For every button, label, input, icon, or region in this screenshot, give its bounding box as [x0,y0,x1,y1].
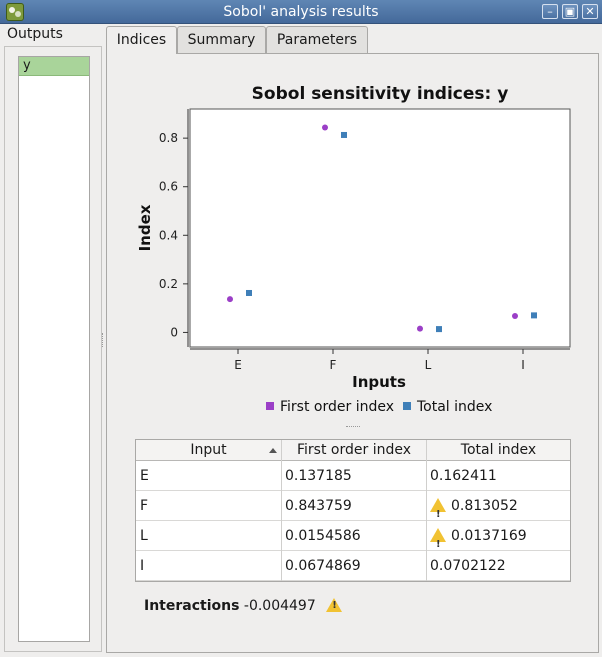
chart-title: Sobol sensitivity indices: y [252,84,509,104]
y-tick-label: 0.6 [159,180,178,194]
column-divider [281,440,282,581]
y-axis: 0 0.2 0.4 0.6 0.8 [159,109,189,347]
indices-table[interactable]: Input First order index Total index E 0.1… [135,439,571,582]
dice-icon [6,3,24,21]
plot-area [189,108,571,348]
x-tick-label: E [234,358,242,372]
column-header-input[interactable]: Input [136,440,281,461]
chart-legend: First order index Total index [266,399,492,415]
interactions-value: -0.004497 [243,598,316,614]
x-tick-label: L [425,358,432,372]
table-cell-total[interactable]: 0.0702122 [426,551,570,581]
outputs-list[interactable]: y [18,56,90,642]
warning-icon [430,528,446,560]
splitter-handle-chart[interactable] [346,426,360,429]
table-cell-total[interactable]: 0.162411 [426,461,570,491]
legend-entry: Total index [416,399,492,415]
minimize-button[interactable]: – [542,4,558,19]
point-first-order-I [512,313,518,320]
table-cell-total[interactable]: 0.0137169 [426,521,570,560]
close-button[interactable]: ✕ [582,4,598,19]
legend-swatch [266,402,274,410]
y-tick-label: 0.2 [159,277,178,291]
legend-swatch [403,402,411,410]
table-cell-first-order[interactable]: 0.0674869 [281,551,426,581]
legend-entry: First order index [280,399,394,415]
outputs-pane [4,46,102,652]
table-cell-total-value: 0.0702122 [430,558,506,574]
y-tick-label: 0.8 [159,131,178,145]
y-axis-label: Index [136,204,154,251]
point-first-order-L [417,325,423,332]
maximize-button[interactable]: ▣ [562,4,578,19]
warning-icon [326,598,343,612]
warning-icon [430,498,446,530]
sobol-chart: Sobol sensitivity indices: y 00.20.40.60… [136,84,571,415]
window-titlebar[interactable]: Sobol' analysis results – ▣ ✕ [0,0,602,24]
column-header-first-order[interactable]: First order index [281,440,426,461]
column-divider [426,440,427,581]
table-cell-total[interactable]: 0.813052 [426,491,570,530]
table-cell-input[interactable]: E [136,461,281,491]
table-cell-first-order[interactable]: 0.137185 [281,461,426,491]
point-total-I [531,312,537,319]
x-axis-label: Inputs [352,373,406,391]
table-cell-total-value: 0.0137169 [451,528,527,544]
point-total-L [436,326,442,333]
tab-summary[interactable]: Summary [177,26,266,53]
outputs-item-y[interactable]: y [19,57,89,76]
indices-panel [106,53,599,653]
y-tick-label: 0 [170,325,178,339]
interactions-label: Interactions [144,598,240,614]
y-tick-label: 0.4 [159,228,178,242]
table-cell-input[interactable]: L [136,521,281,551]
column-header-total[interactable]: Total index [426,440,570,461]
sort-ascending-icon [269,448,277,453]
window-title: Sobol' analysis results [223,4,379,20]
table-cell-first-order[interactable]: 0.0154586 [281,521,426,551]
table-cell-first-order[interactable]: 0.843759 [281,491,426,521]
point-first-order-E [227,296,233,303]
table-cell-input[interactable]: I [136,551,281,581]
x-tick-label: F [330,358,337,372]
table-cell-total-value: 0.162411 [430,468,497,484]
x-tick-label: I [521,358,525,372]
point-total-F [341,131,347,138]
point-first-order-F [322,124,328,131]
data-points [227,124,537,333]
table-cell-total-value: 0.813052 [451,498,518,514]
tab-parameters[interactable]: Parameters [266,26,368,53]
interactions-summary: Interactions -0.004497 [144,598,347,614]
tab-indices[interactable]: Indices [106,26,177,54]
point-total-E [246,289,252,296]
outputs-label: Outputs [7,26,63,42]
splitter-handle[interactable] [102,333,105,347]
table-cell-input[interactable]: F [136,491,281,521]
